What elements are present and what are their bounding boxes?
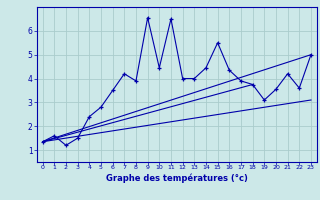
X-axis label: Graphe des températures (°c): Graphe des températures (°c) — [106, 173, 248, 183]
